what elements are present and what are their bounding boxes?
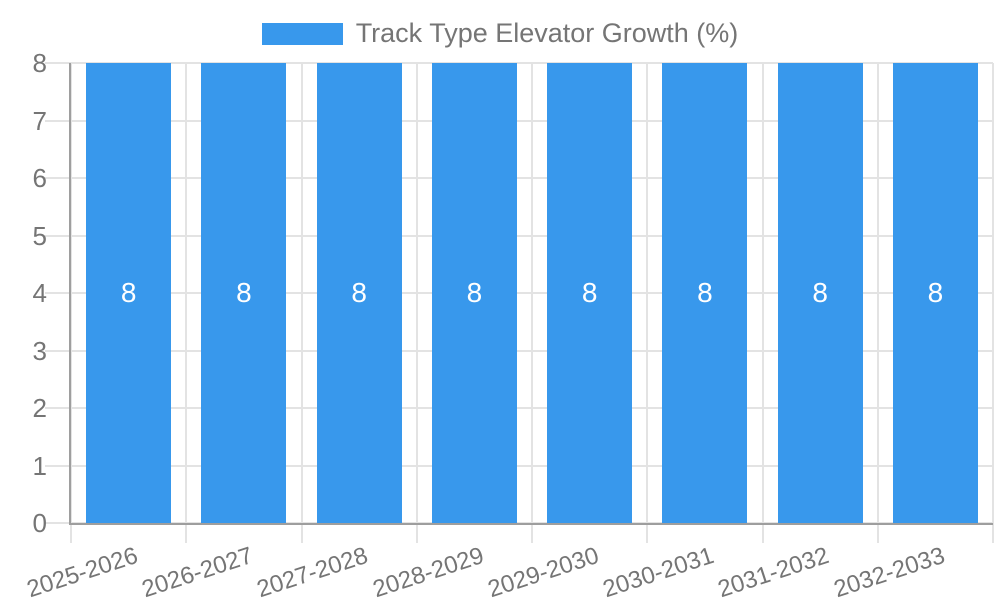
x-gridline	[876, 63, 879, 543]
x-gridline	[531, 63, 533, 543]
y-axis-line	[69, 63, 71, 525]
bar-2032-2033[interactable]: 8	[892, 63, 978, 523]
bar-value-label: 8	[812, 277, 828, 308]
y-gridline	[45, 119, 993, 122]
chart-title: Track Type Elevator Growth (%)	[355, 18, 739, 48]
y-gridline	[45, 292, 993, 294]
y-tick-label-7: 7	[32, 105, 47, 136]
bar-value-label: 8	[927, 277, 944, 308]
bar-value-label: 8	[236, 277, 252, 308]
x-tick-label-2030-2031: 2030-2031	[599, 542, 718, 600]
x-gridline	[70, 63, 72, 543]
bar-2025-2026[interactable]: 8	[86, 63, 172, 523]
bar-value-label: 8	[697, 277, 713, 308]
x-gridline	[646, 63, 649, 543]
x-tick-label-2025-2026: 2025-2026	[23, 542, 141, 600]
y-gridline	[45, 234, 993, 237]
x-axis-line	[69, 523, 993, 525]
legend-swatch	[261, 22, 343, 45]
y-gridline	[45, 407, 993, 409]
bar-2031-2032[interactable]: 8	[777, 63, 863, 523]
x-gridline	[300, 63, 303, 543]
x-tick-label-2031-2032: 2031-2032	[714, 542, 833, 600]
bar-2030-2031[interactable]: 8	[662, 63, 748, 523]
bar-2029-2030[interactable]: 8	[547, 63, 633, 523]
y-tick-label-1: 1	[32, 450, 47, 481]
x-tick-label-2032-2033: 2032-2033	[830, 542, 948, 600]
bar-value-label: 8	[466, 277, 483, 308]
x-gridline	[185, 63, 188, 543]
x-tick-label-2028-2029: 2028-2029	[369, 542, 487, 600]
y-gridline	[45, 177, 993, 179]
y-gridline	[45, 349, 993, 352]
y-tick-label-0: 0	[32, 508, 47, 538]
x-gridline	[761, 63, 764, 543]
x-tick-label-2027-2028: 2027-2028	[253, 542, 372, 600]
bar-value-label: 8	[120, 277, 137, 308]
bar-2028-2029[interactable]: 8	[431, 63, 517, 523]
y-tick-label-4: 4	[32, 278, 47, 308]
bar-2027-2028[interactable]: 8	[316, 63, 402, 523]
y-tick-label-3: 3	[32, 335, 47, 366]
x-gridline	[415, 63, 418, 543]
bar-value-label: 8	[351, 277, 367, 308]
y-tick-label-6: 6	[32, 163, 47, 193]
y-tick-label-2: 2	[32, 393, 47, 423]
y-gridline	[45, 62, 993, 64]
bar-2026-2027[interactable]: 8	[201, 63, 287, 523]
x-tick-label-2026-2027: 2026-2027	[138, 542, 257, 600]
x-gridline	[992, 63, 994, 543]
x-tick-label-2029-2030: 2029-2030	[484, 542, 602, 600]
y-gridline	[45, 464, 993, 467]
bar-value-label: 8	[581, 277, 598, 308]
y-tick-label-8: 8	[32, 48, 47, 78]
y-tick-label-5: 5	[32, 220, 47, 251]
legend: Track Type Elevator Growth (%)	[0, 20, 1000, 47]
